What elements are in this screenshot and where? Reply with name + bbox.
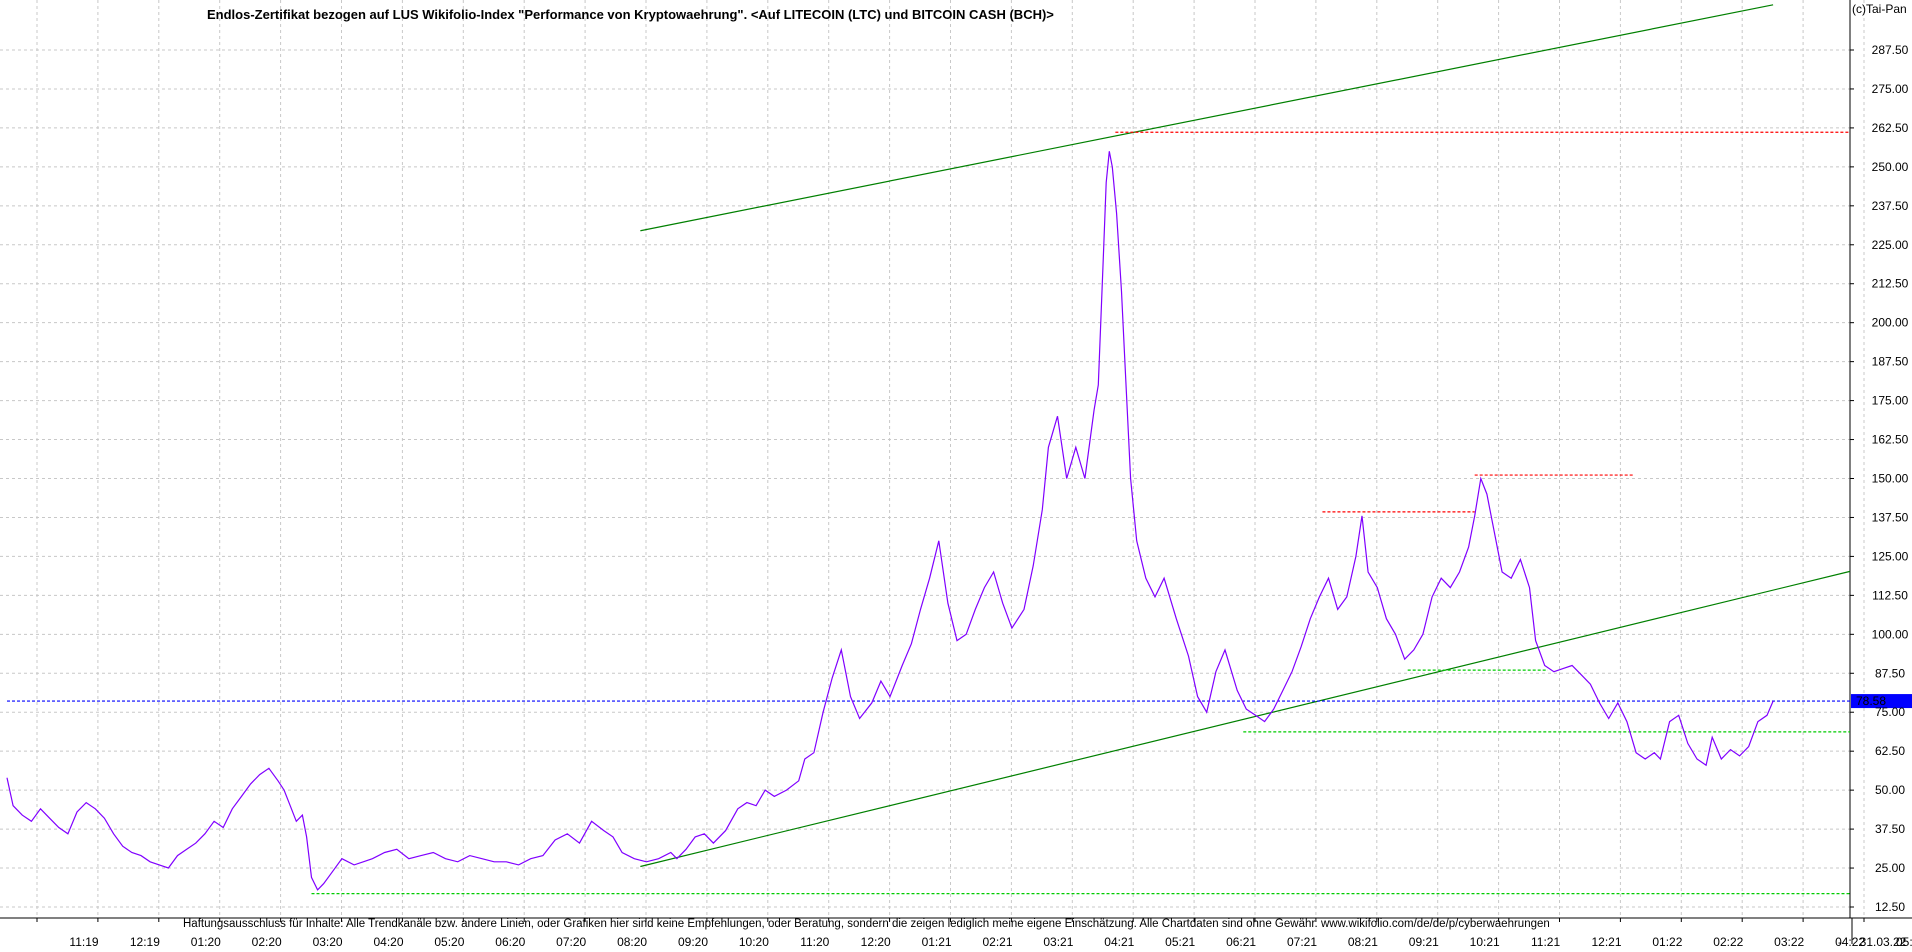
- trend-overlays: [7, 4, 1851, 895]
- x-axis-end-dash: -: [1838, 935, 1842, 949]
- y-tick-label: 250.00: [1872, 160, 1909, 174]
- x-axis: 11:19 12:19 01:20 02:20 03:20 04:20 05:20 06:20…: [36, 918, 1912, 949]
- x-axis-end-date: 31.03.22: [1860, 935, 1907, 949]
- y-tick-label: 187.50: [1872, 355, 1909, 369]
- y-tick-label: 25.00: [1875, 861, 1905, 875]
- y-tick-label: 87.50: [1875, 666, 1905, 680]
- x-tick-label: 12:19: [130, 935, 160, 949]
- last-price-marker: 78.58: [1851, 694, 1912, 709]
- price-series-line: [6, 151, 1774, 891]
- trend-upper-line: [640, 4, 1774, 232]
- x-tick-label: 03:22: [1774, 935, 1804, 949]
- x-tick-label: 05:22: [1896, 935, 1912, 949]
- y-tick-label: 112.50: [1872, 588, 1908, 602]
- x-tick-label: 03:20: [313, 935, 343, 949]
- copyright-label: (c)Tai-Pan: [1852, 2, 1907, 16]
- y-tick-label: 175.00: [1872, 394, 1909, 408]
- x-tick-label: 12:21: [1591, 935, 1621, 949]
- last-price-box: [1851, 694, 1912, 709]
- x-tick-label: 01:22: [1652, 935, 1682, 949]
- x-tick-label: 02:20: [252, 935, 282, 949]
- x-tick-label: 11:21: [1531, 935, 1560, 949]
- x-tick-label: 01:21: [922, 935, 952, 949]
- y-tick-label: 62.50: [1875, 744, 1905, 758]
- y-tick-label: 150.00: [1872, 472, 1909, 486]
- x-tick-label: 10:21: [1470, 935, 1500, 949]
- x-tick-label: 12:20: [861, 935, 891, 949]
- x-tick-label: 10:20: [739, 935, 769, 949]
- y-tick-label: 50.00: [1875, 783, 1905, 797]
- y-tick-label: 225.00: [1872, 238, 1909, 252]
- x-tick-label: 02:21: [982, 935, 1012, 949]
- y-tick-label: 237.50: [1872, 199, 1909, 213]
- x-tick-label: 09:21: [1409, 935, 1439, 949]
- y-tick-label: 12.50: [1875, 900, 1905, 914]
- x-tick-label: 04:21: [1104, 935, 1134, 949]
- y-tick-label: 287.50: [1872, 43, 1909, 57]
- chart-grid: [0, 0, 1912, 919]
- y-tick-label: 212.50: [1872, 277, 1909, 291]
- last-price-label: 78.58: [1856, 694, 1886, 708]
- disclaimer-text: Haftungsausschluss für Inhalte: Alle Tre…: [183, 918, 1550, 930]
- trend-lower-line: [640, 570, 1851, 868]
- y-tick-label: 125.00: [1872, 549, 1909, 563]
- x-tick-label: 02:22: [1713, 935, 1743, 949]
- x-tick-label: 08:21: [1348, 935, 1378, 949]
- y-tick-label: 262.50: [1872, 121, 1909, 135]
- y-tick-label: 75.00: [1875, 705, 1905, 719]
- y-tick-label: 275.00: [1872, 82, 1909, 96]
- x-tick-label: 01:20: [191, 935, 221, 949]
- chart-title: Endlos-Zertifikat bezogen auf LUS Wikifo…: [207, 7, 1054, 22]
- y-tick-label: 100.00: [1872, 627, 1909, 641]
- x-tick-label: 07:21: [1287, 935, 1317, 949]
- x-tick-label: 03:21: [1043, 935, 1073, 949]
- x-tick-label: 06:20: [495, 935, 525, 949]
- x-tick-label: 05:20: [434, 935, 464, 949]
- y-tick-label: 200.00: [1872, 316, 1909, 330]
- x-tick-label: 04:20: [373, 935, 403, 949]
- y-tick-label: 37.50: [1875, 822, 1905, 836]
- y-tick-label: 162.50: [1872, 433, 1909, 447]
- y-tick-label: 137.50: [1872, 510, 1909, 524]
- x-tick-label: 07:20: [556, 935, 586, 949]
- x-tick-label: 09:20: [678, 935, 708, 949]
- x-tick-label: 11:20: [800, 935, 829, 949]
- x-tick-label: 05:21: [1165, 935, 1195, 949]
- x-tick-label: 04:22: [1835, 935, 1865, 949]
- x-tick-label: 08:20: [617, 935, 647, 949]
- x-tick-label: 11:19: [69, 935, 98, 949]
- plot-background: [0, 0, 1850, 918]
- x-tick-label: 06:21: [1226, 935, 1256, 949]
- y-axis: 287.50 275.00 262.50 250.00 237.50 225.00 212.…: [1850, 43, 1909, 914]
